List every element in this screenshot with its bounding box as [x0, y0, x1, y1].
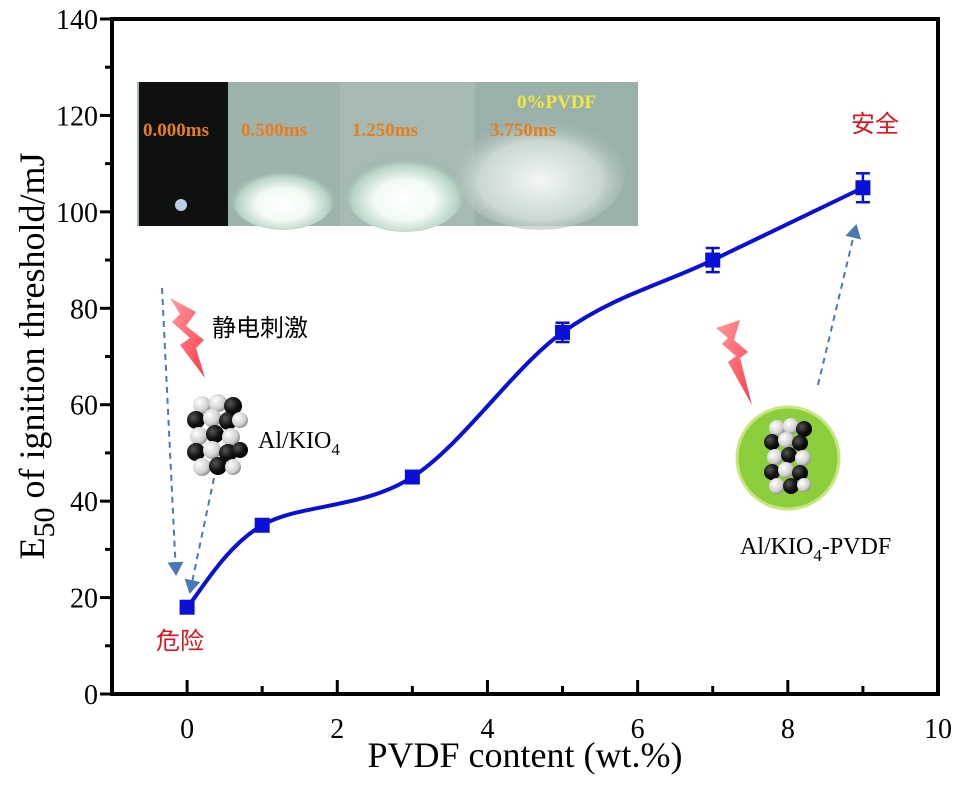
y-axis-label-rest: of ignition threshold/mJ	[12, 153, 52, 508]
data-point	[555, 324, 571, 340]
frame-time-3: 1.250ms	[352, 120, 418, 141]
y-tick-label: 20	[70, 584, 98, 615]
stimulus-arrow	[161, 287, 184, 576]
x-tick-label: 2	[330, 714, 344, 745]
spark-bolt-icon-right	[716, 320, 752, 405]
frame-time-2: 0.500ms	[241, 120, 307, 141]
coated-annotation: Al/KIO4-PVDF 安全	[716, 110, 899, 565]
particle-cluster-icon	[187, 394, 248, 476]
data-point	[404, 469, 420, 485]
x-axis-label: PVDF content (wt.%)	[368, 735, 683, 775]
spark-bolt-icon	[170, 298, 205, 378]
safe-label: 安全	[851, 110, 899, 138]
material-coated-subscript: 4	[813, 546, 822, 565]
y-tick-label: 80	[70, 294, 98, 325]
flash-2	[345, 152, 465, 232]
data-point	[855, 180, 871, 196]
frame-time-1: 0.000ms	[143, 120, 209, 141]
y-tick-label: 120	[56, 101, 98, 132]
material-coated-suffix: -PVDF	[822, 534, 891, 560]
danger-label: 危险	[156, 627, 204, 655]
plain-annotation: 静电刺激 Al/KIO4 危险	[156, 287, 340, 655]
inset-caption: 0%PVDF	[517, 92, 596, 113]
data-point	[705, 252, 721, 268]
axis-ticks	[100, 17, 940, 696]
x-tick-label: 10	[924, 714, 952, 745]
y-tick-label: 140	[56, 5, 98, 36]
ignition-spark	[175, 199, 187, 211]
smoke-cloud	[455, 120, 625, 230]
y-tick-label: 60	[70, 391, 98, 422]
material-plain-label: Al/KIO4	[258, 428, 340, 459]
coated-particle-cluster-icon	[764, 418, 812, 494]
data-points	[179, 180, 871, 615]
material-coated-label: Al/KIO4-PVDF	[740, 534, 891, 565]
y-axis-label-main: E	[12, 538, 52, 560]
stimulus-label: 静电刺激	[212, 314, 308, 342]
material-plain-text: Al/KIO	[258, 428, 331, 454]
inset-photo: 0.000ms 0.500ms 1.250ms 3.750ms 0%PVDF	[137, 82, 638, 232]
data-point	[179, 599, 195, 615]
data-point	[254, 517, 270, 533]
y-tick-label: 0	[84, 680, 98, 711]
x-tick-label: 8	[781, 714, 795, 745]
material-coated-text: Al/KIO	[740, 534, 813, 560]
y-axis-label-subscript: 50	[28, 508, 61, 538]
material-arrow	[184, 477, 215, 594]
flash-1	[231, 166, 335, 230]
x-tick-label: 0	[180, 714, 194, 745]
x-tick-label: 4	[480, 714, 494, 745]
y-tick-label: 100	[56, 198, 98, 229]
frame-time-4: 3.750ms	[490, 120, 556, 141]
material-plain-subscript: 4	[331, 440, 340, 459]
y-tick-label: 40	[70, 487, 98, 518]
coating-arrow	[817, 224, 861, 386]
x-tick-label: 6	[631, 714, 645, 745]
y-axis-label: E50 of ignition threshold/mJ	[12, 153, 61, 560]
